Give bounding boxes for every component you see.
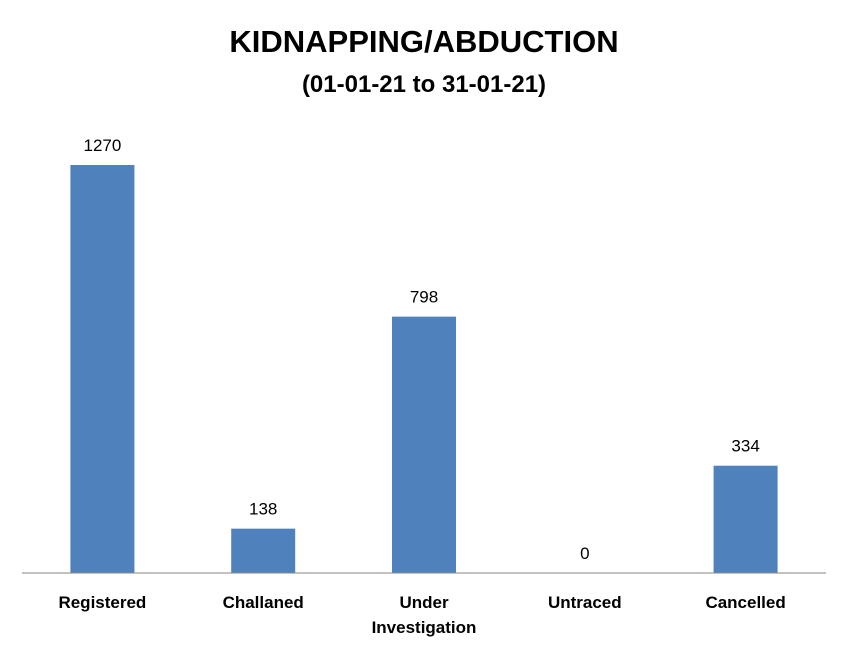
bar xyxy=(713,465,778,573)
data-label: 798 xyxy=(410,288,438,307)
plot-area: 1270 Registered 138 Challaned 798 Under Invest… xyxy=(58,136,785,637)
category-label: Challaned xyxy=(223,593,304,612)
data-label: 334 xyxy=(731,437,759,456)
chart-title: KIDNAPPING/ABDUCTION xyxy=(229,24,618,59)
category-label-line: Untraced xyxy=(548,593,622,612)
category-label-line: Registered xyxy=(58,593,146,612)
category-label: Registered xyxy=(58,593,146,612)
category-label: Cancelled xyxy=(705,593,785,612)
bar xyxy=(70,165,135,573)
category-label-line: Investigation xyxy=(372,618,477,637)
category-label-line: Under xyxy=(399,593,449,612)
data-label: 1270 xyxy=(83,136,121,155)
chart-subtitle: (01-01-21 to 31-01-21) xyxy=(302,71,546,98)
bar xyxy=(392,316,456,573)
data-label: 138 xyxy=(249,500,277,519)
category-label-line: Cancelled xyxy=(705,593,785,612)
category-label-line: Challaned xyxy=(223,593,304,612)
category-label: Untraced xyxy=(548,593,622,612)
bar xyxy=(231,528,296,573)
data-label: 0 xyxy=(580,544,589,563)
category-label: Under Investigation xyxy=(372,593,477,637)
